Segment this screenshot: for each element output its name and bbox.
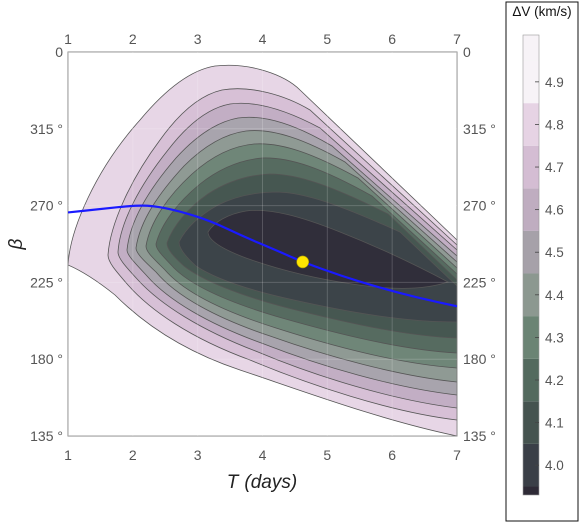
y-tick-label-left: 135 ° bbox=[30, 428, 63, 444]
y-tick-label-left: 315 ° bbox=[30, 121, 63, 137]
contour-bands bbox=[68, 64, 457, 436]
colorbar-tick-label: 4.4 bbox=[545, 288, 564, 303]
x-tick-label-bottom: 6 bbox=[388, 447, 396, 463]
colorbar-tick-label: 4.5 bbox=[545, 245, 564, 260]
colorbar-tick-label: 4.6 bbox=[545, 203, 564, 218]
x-tick-label-bottom: 7 bbox=[453, 447, 461, 463]
colorbar-tick-label: 4.1 bbox=[545, 416, 564, 431]
colorbar-bands bbox=[523, 35, 539, 495]
y-tick-label-left: 270 ° bbox=[30, 198, 63, 214]
colorbar-frame bbox=[505, 1, 579, 522]
colorbar-band bbox=[523, 486, 539, 495]
x-tick-label-bottom: 5 bbox=[323, 447, 331, 463]
colorbar-band bbox=[523, 35, 539, 61]
y-tick-labels-left: 135 ° 180 ° 225 ° 270 ° 315 ° 0 bbox=[30, 44, 63, 444]
x-tick-label-top: 2 bbox=[129, 31, 137, 47]
y-tick-label-right: 0 bbox=[463, 44, 471, 60]
y-tick-label-left: 225 ° bbox=[30, 274, 63, 290]
colorbar-tick-label: 4.0 bbox=[545, 458, 564, 473]
colorbar-band bbox=[523, 188, 539, 231]
x-tick-labels-bottom: 1 2 3 4 5 6 7 bbox=[64, 447, 461, 463]
x-tick-label-bottom: 2 bbox=[129, 447, 137, 463]
y-tick-label-right: 225 ° bbox=[463, 274, 496, 290]
colorbar-band bbox=[523, 230, 539, 274]
optimal-path-line bbox=[68, 204, 457, 308]
x-axis-unit: (days) bbox=[244, 472, 297, 493]
contour-band-4.0 bbox=[207, 210, 450, 289]
x-tick-label-top: 5 bbox=[323, 31, 331, 47]
optimum-point bbox=[296, 255, 309, 269]
colorbar-tick-label: 4.3 bbox=[545, 330, 564, 345]
x-tick-label-bottom: 1 bbox=[64, 447, 72, 463]
y-tick-label-left: 180 ° bbox=[30, 351, 63, 367]
colorbar-band bbox=[523, 401, 539, 444]
colorbar-tick-labels: 4.0 4.1 4.2 4.3 4.4 4.5 4.6 4.7 4.8 4.9 bbox=[535, 75, 564, 473]
y-tick-label-right: 135 ° bbox=[463, 428, 496, 444]
y-tick-label-left: 0 bbox=[55, 44, 63, 60]
y-tick-labels-right: 135 ° 180 ° 225 ° 270 ° 315 ° 0 bbox=[463, 44, 496, 444]
colorbar-band bbox=[523, 103, 539, 146]
colorbar-tick-label: 4.9 bbox=[545, 75, 564, 90]
x-tick-label-top: 7 bbox=[453, 31, 461, 47]
colorbar-band bbox=[523, 358, 539, 402]
x-tick-label-top: 6 bbox=[388, 31, 396, 47]
colorbar-outline bbox=[522, 34, 540, 496]
colorbar-band bbox=[523, 145, 539, 189]
y-axis-label: β bbox=[6, 238, 27, 250]
x-tick-label-top: 3 bbox=[194, 31, 202, 47]
y-tick-label-right: 315 ° bbox=[463, 121, 496, 137]
y-tick-label-right: 180 ° bbox=[463, 351, 496, 367]
x-axis-symbol: T bbox=[227, 472, 240, 493]
x-tick-label-bottom: 4 bbox=[259, 447, 267, 463]
x-tick-label-top: 4 bbox=[259, 31, 267, 47]
x-tick-label-bottom: 3 bbox=[194, 447, 202, 463]
colorbar-band bbox=[523, 60, 539, 104]
x-axis-label: T (days) bbox=[227, 472, 297, 493]
x-tick-labels-top: 1 2 3 4 5 6 7 bbox=[64, 31, 461, 47]
colorbar-band bbox=[523, 443, 539, 487]
colorbar: ΔV (km/s) 4.0 4.1 4.2 4.3 4.4 4.5 4.6 4.7 4.8 4.9 bbox=[505, 1, 579, 522]
colorbar-tick-label: 4.7 bbox=[545, 160, 564, 175]
y-tick-label-right: 270 ° bbox=[463, 198, 496, 214]
colorbar-title: ΔV (km/s) bbox=[512, 4, 571, 19]
colorbar-tick-label: 4.2 bbox=[545, 373, 564, 388]
colorbar-tick-label: 4.8 bbox=[545, 117, 564, 132]
x-tick-label-top: 1 bbox=[64, 31, 72, 47]
colorbar-band bbox=[523, 316, 539, 359]
colorbar-band bbox=[523, 273, 539, 317]
